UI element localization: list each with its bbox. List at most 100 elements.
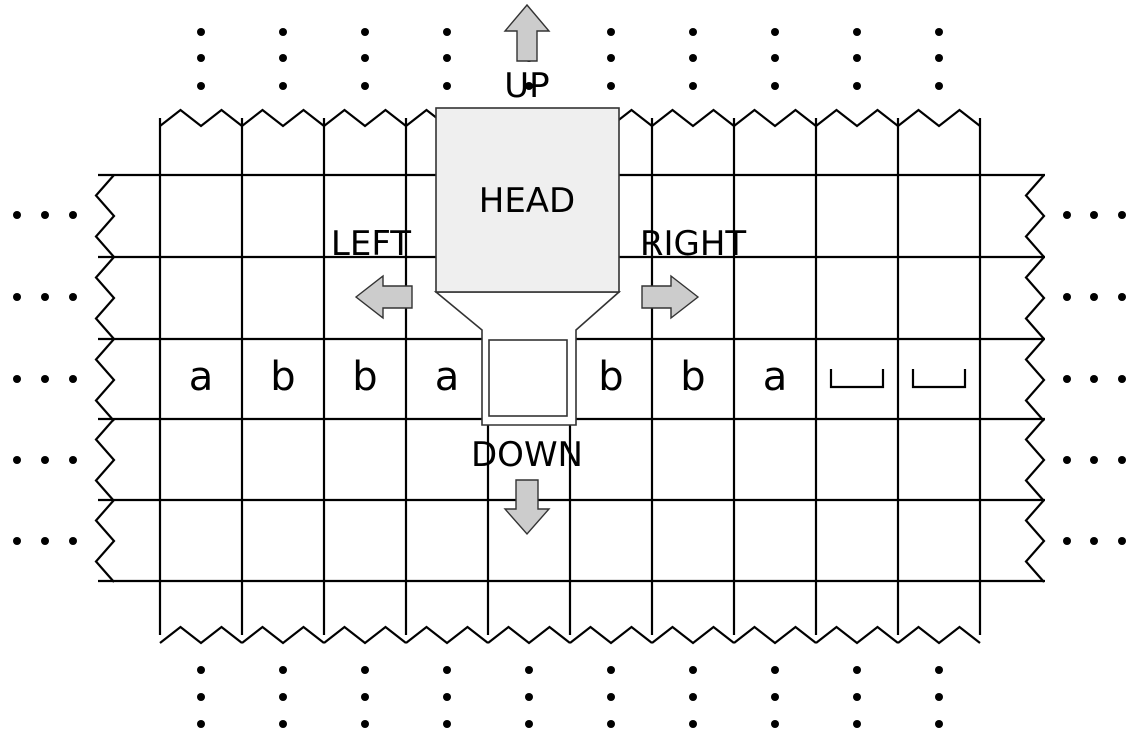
top-continuation-dot: [279, 54, 287, 62]
left-torn-edge: [94, 338, 116, 422]
left-continuation-dot: [41, 456, 49, 464]
bottom-continuation-dot: [279, 666, 287, 674]
bottom-torn-edge: [815, 625, 899, 645]
head-funnel: [433, 291, 622, 426]
right-torn-edge: [1024, 338, 1046, 422]
blank-symbol-icon: [911, 369, 967, 389]
bottom-continuation-dot: [607, 693, 615, 701]
top-torn-edge: [323, 108, 407, 128]
top-continuation-dot: [525, 82, 533, 90]
left-arrow-group: LEFT: [331, 224, 413, 320]
continuation-dots: [13, 28, 1126, 728]
top-continuation-dot: [197, 28, 205, 36]
down-arrow-icon: [503, 479, 551, 536]
right-continuation-dot: [1118, 211, 1126, 219]
top-continuation-dot: [771, 54, 779, 62]
top-continuation-dot: [361, 82, 369, 90]
left-continuation-dot: [69, 456, 77, 464]
bottom-continuation-dot: [689, 666, 697, 674]
bottom-torn-edge: [651, 625, 735, 645]
top-continuation-dot: [935, 82, 943, 90]
blank-symbol-icon: [829, 369, 885, 389]
bottom-continuation-dot: [771, 666, 779, 674]
top-torn-edge: [733, 108, 817, 128]
bottom-continuation-dot: [689, 693, 697, 701]
bottom-continuation-dot: [853, 693, 861, 701]
top-continuation-dot: [689, 28, 697, 36]
head-label: HEAD: [479, 181, 576, 221]
top-torn-edge: [241, 108, 325, 128]
left-continuation-dot: [41, 211, 49, 219]
top-continuation-dot: [361, 54, 369, 62]
down-label: DOWN: [471, 435, 583, 475]
left-continuation-dot: [13, 537, 21, 545]
bottom-torn-edge: [569, 625, 653, 645]
top-continuation-dot: [853, 28, 861, 36]
bottom-continuation-dot: [853, 720, 861, 728]
left-continuation-dot: [13, 375, 21, 383]
bottom-continuation-dot: [525, 693, 533, 701]
tape-cell-symbol: b: [680, 354, 705, 400]
right-continuation-dot: [1063, 537, 1071, 545]
tape-cell-blank: [911, 369, 967, 389]
bottom-continuation-dot: [771, 693, 779, 701]
left-continuation-dot: [69, 537, 77, 545]
up-arrow-group: UP: [503, 3, 551, 106]
right-continuation-dot: [1118, 375, 1126, 383]
left-torn-edge: [94, 256, 116, 340]
top-continuation-dot: [607, 28, 615, 36]
top-continuation-dot: [279, 82, 287, 90]
bottom-continuation-dot: [279, 720, 287, 728]
right-torn-edge: [1024, 499, 1046, 583]
torn-edges: [94, 108, 1046, 645]
right-torn-edge: [1024, 174, 1046, 258]
right-continuation-dot: [1090, 537, 1098, 545]
head-box: [435, 107, 620, 293]
right-continuation-dot: [1063, 456, 1071, 464]
bottom-torn-edge: [241, 625, 325, 645]
bottom-continuation-dot: [443, 693, 451, 701]
right-torn-edge: [1024, 418, 1046, 502]
tape-symbols: abbabbba: [189, 354, 967, 400]
right-continuation-dot: [1063, 375, 1071, 383]
bottom-continuation-dot: [607, 720, 615, 728]
bottom-continuation-dot: [525, 666, 533, 674]
left-continuation-dot: [69, 375, 77, 383]
right-continuation-dot: [1118, 293, 1126, 301]
bottom-continuation-dot: [525, 720, 533, 728]
bottom-continuation-dot: [443, 720, 451, 728]
bottom-continuation-dot: [771, 720, 779, 728]
tape-cell-symbol: a: [435, 354, 460, 400]
left-continuation-dot: [41, 537, 49, 545]
right-continuation-dot: [1090, 211, 1098, 219]
left-arrow-icon: [354, 274, 413, 320]
bottom-torn-edge: [487, 625, 571, 645]
right-continuation-dot: [1118, 456, 1126, 464]
bottom-continuation-dot: [279, 693, 287, 701]
left-continuation-dot: [13, 293, 21, 301]
top-continuation-dot: [935, 28, 943, 36]
tape-cell-symbol: b: [352, 354, 377, 400]
right-continuation-dot: [1118, 537, 1126, 545]
bottom-continuation-dot: [361, 666, 369, 674]
top-continuation-dot: [443, 82, 451, 90]
right-continuation-dot: [1090, 293, 1098, 301]
top-torn-edge: [815, 108, 899, 128]
top-continuation-dot: [607, 54, 615, 62]
tape-cell-symbol: a: [189, 354, 214, 400]
top-continuation-dot: [197, 54, 205, 62]
right-arrow-icon: [641, 274, 700, 320]
bottom-continuation-dot: [443, 666, 451, 674]
bottom-continuation-dot: [935, 666, 943, 674]
top-continuation-dot: [361, 28, 369, 36]
bottom-torn-edge: [405, 625, 489, 645]
bottom-continuation-dot: [853, 666, 861, 674]
top-continuation-dot: [689, 54, 697, 62]
right-label: RIGHT: [640, 224, 747, 264]
bottom-torn-edge: [323, 625, 407, 645]
bottom-continuation-dot: [935, 693, 943, 701]
down-arrow-group: DOWN: [471, 435, 583, 536]
left-continuation-dot: [13, 211, 21, 219]
head-window: [488, 339, 568, 417]
top-continuation-dot: [853, 54, 861, 62]
